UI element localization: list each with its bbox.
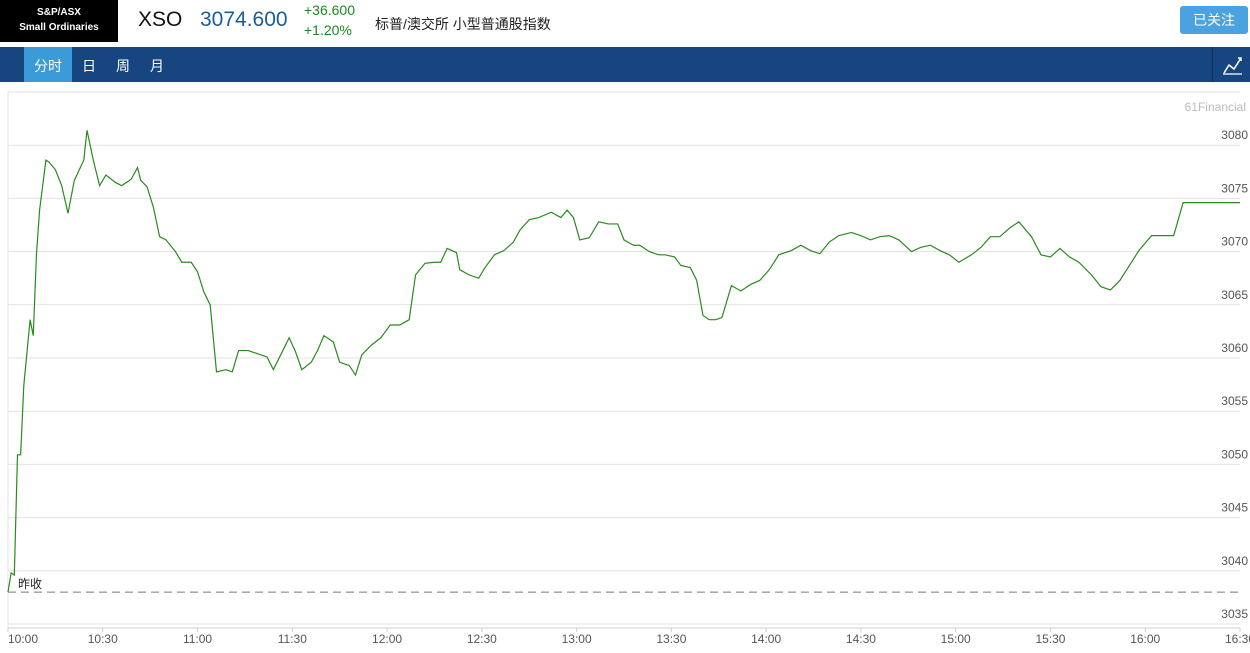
- change-pct: +1.20%: [304, 22, 352, 38]
- y-tick-label: 3065: [1221, 288, 1248, 302]
- x-tick-label: 10:00: [8, 632, 38, 646]
- prev-close-label: 昨收: [18, 577, 42, 591]
- x-tick-label: 13:00: [562, 632, 592, 646]
- x-tick-label: 14:00: [751, 632, 781, 646]
- index-name: 标普/澳交所 小型普通股指数: [375, 16, 551, 32]
- tab[interactable]: 日: [82, 58, 96, 74]
- x-tick-label: 11:30: [278, 632, 307, 646]
- logo-line: Small Ordinaries: [19, 22, 99, 33]
- x-tick-label: 12:00: [372, 632, 402, 646]
- logo-line: S&P/ASX: [37, 7, 81, 18]
- tab[interactable]: 周: [116, 58, 130, 74]
- x-tick-label: 10:30: [88, 632, 118, 646]
- price-line: [7, 130, 1240, 593]
- y-tick-label: 3035: [1221, 607, 1248, 621]
- x-tick-label: 14:30: [846, 632, 876, 646]
- x-tick-label: 15:00: [941, 632, 971, 646]
- y-tick-label: 3080: [1221, 128, 1248, 142]
- x-tick-label: 11:00: [183, 632, 212, 646]
- x-tick-label: 16:00: [1130, 632, 1160, 646]
- symbol: XSO: [138, 8, 183, 31]
- x-tick-label: 12:30: [467, 632, 497, 646]
- y-tick-label: 3045: [1221, 501, 1248, 515]
- tab[interactable]: 月: [150, 58, 164, 74]
- y-tick-label: 3055: [1221, 394, 1248, 408]
- y-tick-label: 3040: [1221, 554, 1248, 568]
- y-tick-label: 3070: [1221, 235, 1248, 249]
- tab[interactable]: 分时: [24, 47, 72, 82]
- y-tick-label: 3050: [1221, 447, 1248, 461]
- chart-icon: [1223, 57, 1242, 75]
- watermark: 61Financial: [1185, 100, 1246, 114]
- follow-button[interactable]: 已关注: [1180, 6, 1248, 34]
- price: 3074.600: [200, 8, 288, 31]
- x-tick-label: 13:30: [656, 632, 686, 646]
- y-tick-label: 3075: [1221, 181, 1248, 195]
- change: +36.600: [304, 2, 355, 18]
- y-tick-label: 3060: [1221, 341, 1248, 355]
- chart-type-button[interactable]: [1212, 47, 1250, 82]
- nav-bar: 分时 日 周 月: [0, 47, 1250, 82]
- index-logo: S&P/ASX Small Ordinaries: [0, 0, 118, 42]
- x-tick-label: 15:30: [1035, 632, 1065, 646]
- x-tick-label: 16:30: [1225, 632, 1250, 646]
